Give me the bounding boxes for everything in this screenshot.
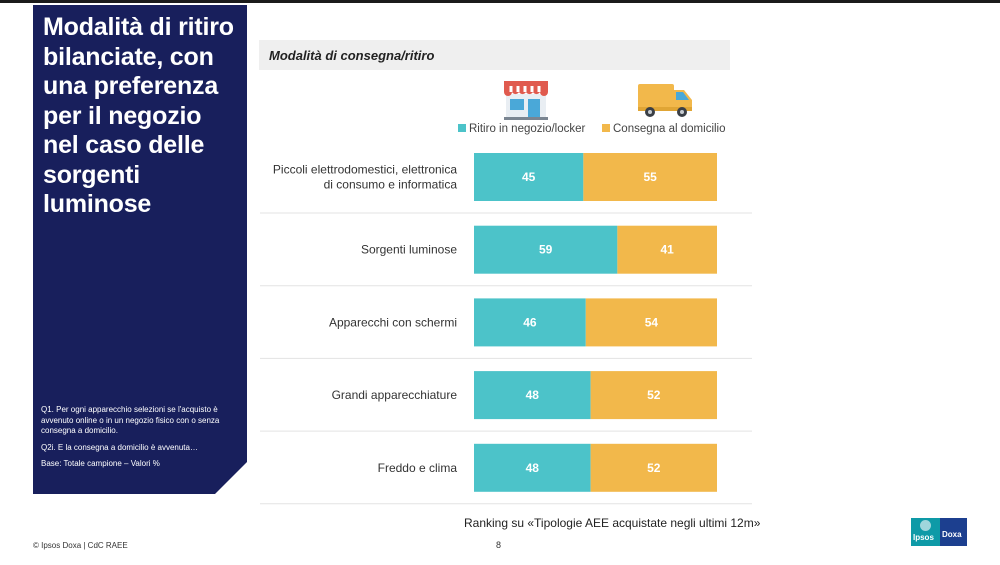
left-panel: Modalità di ritiro bilanciate, con una p… — [33, 5, 247, 494]
bar-consegna — [590, 371, 717, 420]
note-q1: Q1. Per ogni apparecchio selezioni se l'… — [41, 405, 220, 435]
legend-label-ritiro: Ritiro in negozio/locker — [469, 123, 586, 135]
ipsos-doxa-logo: Ipsos Doxa — [911, 518, 967, 546]
value-label-ritiro: 46 — [523, 315, 537, 329]
bar-ritiro — [474, 371, 591, 420]
bar-consegna — [585, 298, 717, 347]
value-label-ritiro: 48 — [526, 388, 540, 402]
bar-ritiro — [474, 298, 586, 347]
bar-ritiro — [474, 225, 618, 274]
legend-item-ritiro: Ritiro in negozio/locker — [458, 123, 585, 135]
logo-doxa-text: Doxa — [942, 530, 962, 539]
note-q2: Q2i. E la consegna a domicilio è avvenut… — [41, 442, 198, 452]
shop-icon — [504, 81, 548, 120]
legend-item-consegna: Consegna al domicilio — [602, 123, 726, 135]
category-label-line: Apparecchi con schermi — [329, 315, 457, 329]
top-rule — [0, 0, 1000, 3]
logo-ipsos-text: Ipsos — [913, 533, 934, 542]
note-base: Base: Totale campione – Valori % — [41, 459, 160, 468]
value-label-consegna: 55 — [643, 170, 657, 184]
category-label: Apparecchi con schermi — [329, 315, 457, 329]
value-label-consegna: 41 — [661, 243, 675, 257]
legend-label-consegna: Consegna al domicilio — [613, 123, 726, 135]
value-label-consegna: 52 — [647, 461, 661, 475]
copyright: © Ipsos Doxa | CdC RAEE — [33, 541, 128, 550]
chart-header: Modalità di consegna/ritiro — [259, 40, 730, 70]
category-label-line: Piccoli elettrodomestici, elettronica — [273, 163, 457, 177]
value-label-consegna: 54 — [645, 315, 659, 329]
bar-consegna — [583, 153, 717, 201]
bar-ritiro — [474, 443, 591, 492]
category-label: Piccoli elettrodomestici, elettronica di … — [273, 163, 457, 192]
legend-swatch-consegna — [602, 123, 610, 132]
chart-header-title: Modalità di consegna/ritiro — [269, 48, 435, 63]
logo-ipsos-block: Ipsos — [911, 518, 940, 546]
category-label-line: Freddo e clima — [378, 461, 458, 475]
headline: Modalità di ritiro bilanciate, con una p… — [43, 13, 234, 218]
category-label-line: Sorgenti luminose — [361, 243, 457, 257]
value-label-consegna: 52 — [647, 388, 661, 402]
logo-doxa-block: Doxa — [940, 518, 967, 546]
bar-consegna — [617, 225, 717, 274]
logo-circle-icon — [920, 520, 931, 531]
category-label: Freddo e clima — [378, 461, 458, 475]
page-number: 8 — [496, 540, 502, 550]
footnotes: Q1. Per ogni apparecchio selezioni se l'… — [41, 405, 237, 476]
category-label: Grandi apparecchiature — [332, 388, 458, 402]
value-label-ritiro: 59 — [539, 243, 553, 257]
category-label-line: di consumo e informatica — [324, 178, 458, 192]
bar-consegna — [590, 443, 717, 492]
category-label: Sorgenti luminose — [361, 243, 457, 257]
category-label-line: Grandi apparecchiature — [332, 388, 458, 402]
bar-ritiro — [474, 153, 584, 201]
value-label-ritiro: 45 — [522, 170, 536, 184]
legend-swatch-ritiro — [458, 123, 466, 132]
ranking-note: Ranking su «Tipologie AEE acquistate neg… — [464, 516, 761, 530]
delivery-van-icon — [638, 84, 692, 117]
value-label-ritiro: 48 — [526, 461, 540, 475]
